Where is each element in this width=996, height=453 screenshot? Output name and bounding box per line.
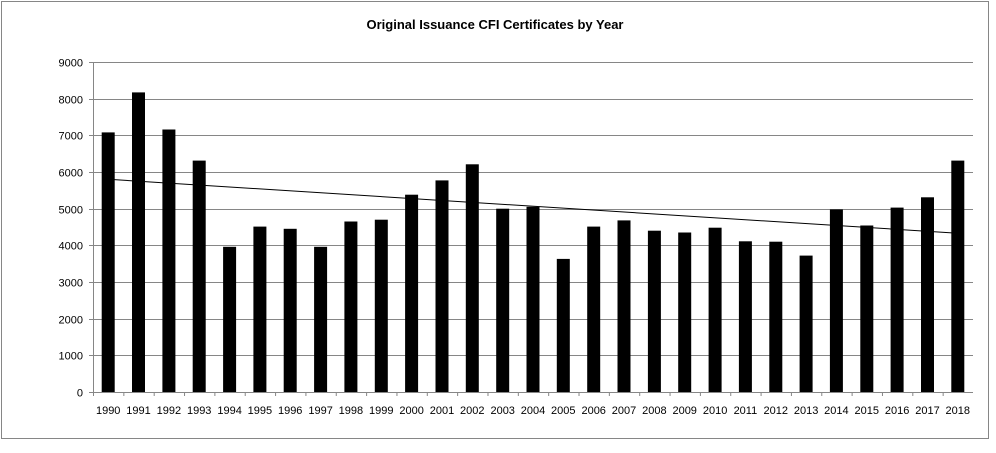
trendline [108,178,958,234]
y-tick-label: 1000 [59,351,83,363]
y-tick-label: 8000 [59,95,83,107]
bar-2016 [890,207,904,392]
y-tick-label: 2000 [59,315,83,327]
x-tick-label: 1991 [126,405,150,417]
y-tick-label: 9000 [59,58,83,70]
chart-title: Original Issuance CFI Certificates by Ye… [366,17,624,32]
x-tick-label: 2018 [946,405,970,417]
x-tick-label: 2001 [430,405,454,417]
x-tick-label: 1995 [248,405,272,417]
bar-2005 [556,258,570,392]
bar-2015 [860,225,874,392]
x-tick-label: 1994 [217,405,241,417]
bar-2001 [435,180,449,392]
bar-1995 [253,226,267,392]
x-tick-label: 2006 [581,405,605,417]
x-tick-label: 2012 [764,405,788,417]
x-tick-label: 1992 [157,405,181,417]
x-tick-label: 2010 [703,405,727,417]
x-tick-label: 1996 [278,405,302,417]
bar-1997 [314,246,328,392]
bar-2018 [951,160,965,392]
y-tick-label: 7000 [59,131,83,143]
bar-2013 [799,255,813,392]
x-tick-label: 2009 [672,405,696,417]
x-tick-label: 1997 [308,405,332,417]
x-tick-label: 2003 [490,405,514,417]
x-tick-label: 1990 [96,405,120,417]
x-tick-label: 2011 [734,405,758,417]
x-tick-label: 2017 [915,405,939,417]
bar-1991 [132,92,145,393]
x-tick-label: 2008 [642,405,666,417]
y-tick-label: 4000 [59,241,83,253]
bar-2017 [921,197,934,392]
x-tick-label: 1999 [369,405,393,417]
bar-2003 [496,208,510,392]
x-tick-label: 2013 [794,405,818,417]
y-tick-label: 6000 [59,168,83,180]
bar-2011 [738,241,752,392]
bar-2012 [769,241,783,392]
x-tick-label: 2016 [885,405,909,417]
x-tick-label: 2004 [521,405,545,417]
x-tick-label: 2002 [460,405,484,417]
x-tick-label: 2014 [824,405,848,417]
bar-1993 [192,160,206,392]
bar-1994 [223,246,237,392]
bar-2009 [678,232,692,392]
x-tick-label: 2015 [855,405,879,417]
x-tick-label: 2007 [612,405,636,417]
x-tick-label: 1993 [187,405,211,417]
bar-1996 [283,228,297,392]
bar-2007 [617,220,631,392]
x-tick-label: 2005 [551,405,575,417]
bar-2014 [829,209,843,392]
y-tick-label: 0 [77,388,83,400]
bar-2008 [647,230,661,392]
bar-2004 [526,206,540,392]
bar-1990 [101,132,115,392]
bar-2002 [465,164,479,392]
y-tick-label: 3000 [59,278,83,290]
bar-1992 [162,129,176,392]
bar-2010 [708,227,722,392]
bar-1998 [344,221,358,392]
y-tick-label: 5000 [59,205,83,217]
x-tick-label: 1998 [339,405,363,417]
bar-2000 [405,194,419,392]
bar-2006 [587,226,601,392]
x-tick-label: 2000 [399,405,423,417]
bar-1999 [374,219,388,392]
